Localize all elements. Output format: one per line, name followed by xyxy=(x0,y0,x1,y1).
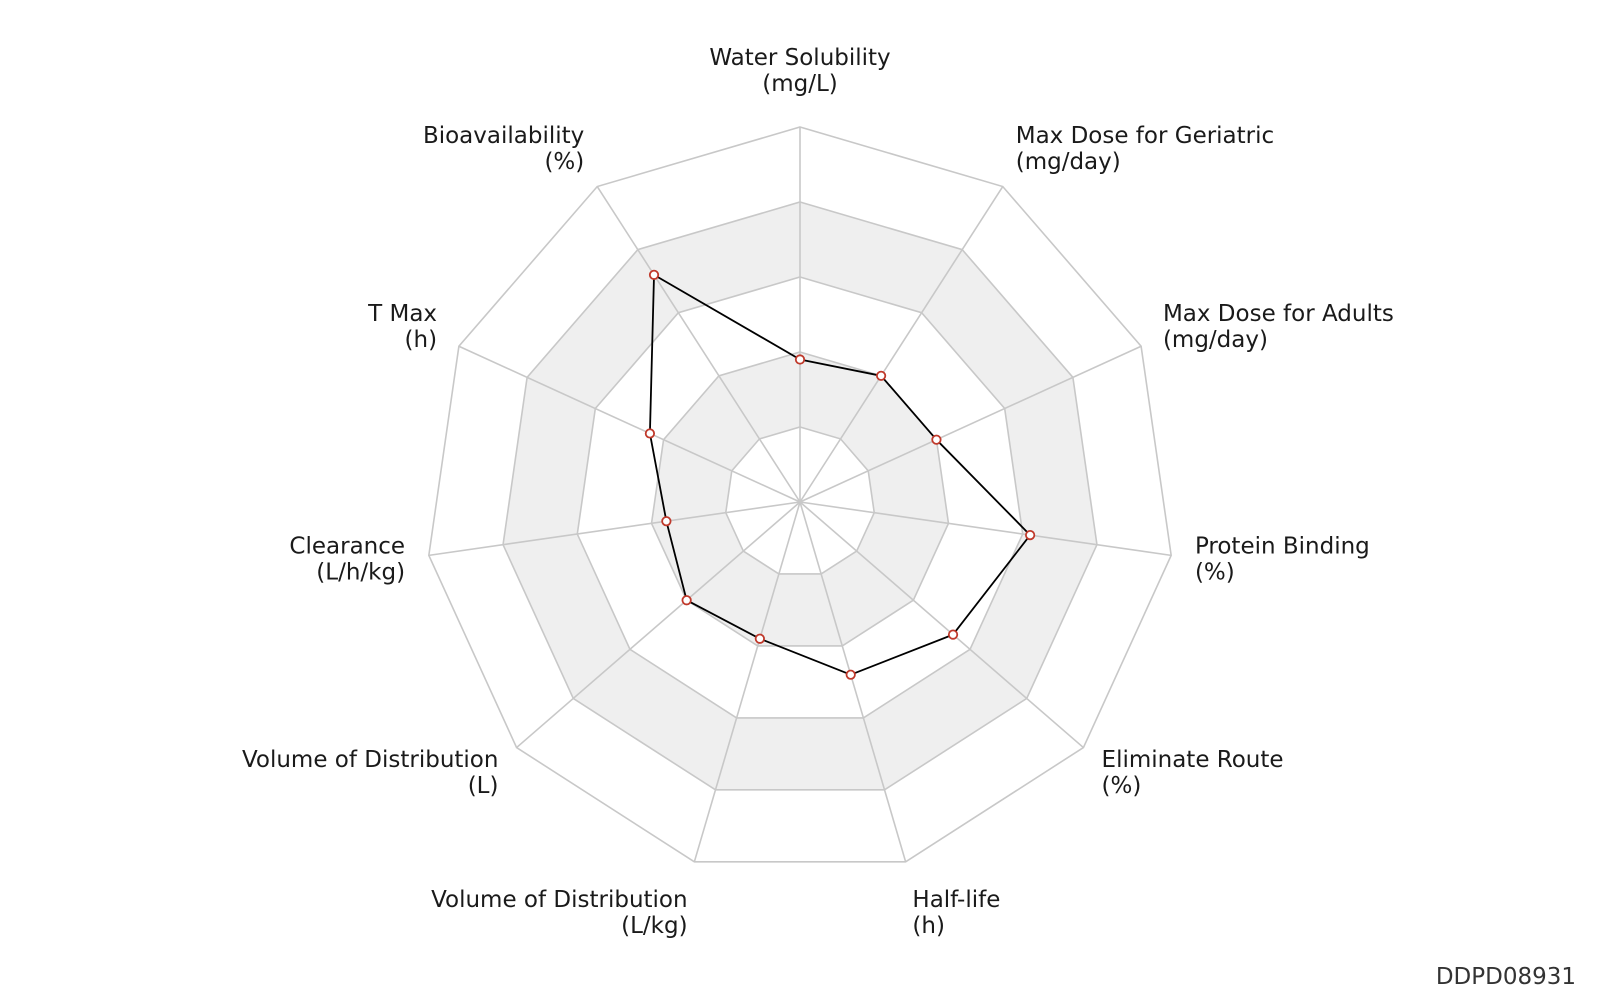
axis-spokes xyxy=(428,127,1172,863)
axis-spoke-3 xyxy=(799,345,1142,503)
axis-label-8: Volume of Distribution (L) xyxy=(242,747,499,799)
axis-label-name: Volume of Distribution xyxy=(242,747,499,773)
grid-ring-1 xyxy=(724,426,876,575)
axis-label-9: Clearance (L/h/kg) xyxy=(289,533,405,585)
axis-label-name: Max Dose for Adults xyxy=(1163,301,1394,327)
axis-label-name: Volume of Distribution xyxy=(431,887,688,913)
axis-label-name: Protein Binding xyxy=(1195,533,1370,559)
axis-label-unit: (mg/day) xyxy=(1163,327,1268,353)
axis-spoke-10 xyxy=(458,345,801,503)
grid-ring-3 xyxy=(576,276,1024,719)
axis-label-unit: (%) xyxy=(1102,773,1142,799)
series-point-11 xyxy=(648,269,660,280)
grid-ring-4 xyxy=(502,201,1098,791)
grid-ring-5 xyxy=(427,126,1173,863)
series-point-3 xyxy=(931,434,942,445)
axis-label-name: Clearance xyxy=(289,533,405,559)
series-point-5 xyxy=(947,629,959,640)
axis-label-name: Bioavailability xyxy=(423,123,584,149)
axis-label-5: Eliminate Route (%) xyxy=(1102,747,1284,799)
axis-label-unit: (mg/day) xyxy=(1016,149,1121,175)
axis-label-unit: (%) xyxy=(544,149,584,175)
axis-label-3: Max Dose for Adults (mg/day) xyxy=(1163,301,1394,353)
axis-label-10: T Max (h) xyxy=(367,301,437,353)
grid-rings xyxy=(427,126,1173,863)
axis-spoke-7 xyxy=(693,501,801,863)
series-point-1 xyxy=(794,354,806,365)
axis-label-11: Bioavailability (%) xyxy=(423,123,584,175)
axis-spoke-6 xyxy=(799,501,907,863)
axis-spoke-5 xyxy=(799,501,1084,749)
axis-label-unit: (L) xyxy=(468,773,499,799)
series-point-6 xyxy=(845,669,856,680)
series-point-2 xyxy=(875,370,887,381)
axis-label-unit: (h) xyxy=(405,327,438,353)
axis-label-1: Water Solubility (mg/L) xyxy=(709,45,890,97)
axis-spoke-9 xyxy=(428,501,801,557)
series-layer xyxy=(644,269,1036,680)
series-point-8 xyxy=(681,595,692,606)
axis-spoke-8 xyxy=(516,501,801,749)
series-point-4 xyxy=(1025,529,1036,541)
axis-label-name: Eliminate Route xyxy=(1102,747,1284,773)
axis-label-unit: (mg/L) xyxy=(762,71,838,97)
grid-bands xyxy=(503,202,1097,790)
axis-spoke-11 xyxy=(596,186,801,503)
series-point-10 xyxy=(644,428,656,439)
axis-label-7: Volume of Distribution (L/kg) xyxy=(431,887,688,939)
series-point-7 xyxy=(754,633,765,644)
axis-label-name: T Max xyxy=(367,301,437,327)
axis-label-name: Half-life xyxy=(912,887,1000,913)
axis-label-unit: (h) xyxy=(912,913,945,939)
watermark-id: DDPD08931 xyxy=(1435,964,1576,990)
axis-label-2: Max Dose for Geriatric (mg/day) xyxy=(1016,123,1274,175)
axis-spoke-4 xyxy=(799,501,1172,557)
axis-label-unit: (L/h/kg) xyxy=(316,559,405,585)
axis-label-4: Protein Binding (%) xyxy=(1195,533,1370,585)
grid-band-1 xyxy=(651,352,949,646)
series-line xyxy=(649,273,1032,676)
axis-label-name: Max Dose for Geriatric xyxy=(1016,123,1274,149)
axis-label-name: Water Solubility xyxy=(709,45,890,71)
axis-spoke-2 xyxy=(799,186,1004,503)
axis-labels: Water Solubility (mg/L) Max Dose for Geria… xyxy=(242,45,1394,939)
series-point-9 xyxy=(661,516,672,527)
axis-label-unit: (%) xyxy=(1195,559,1235,585)
axis-label-6: Half-life (h) xyxy=(912,887,1000,939)
axis-label-unit: (L/kg) xyxy=(621,913,687,939)
